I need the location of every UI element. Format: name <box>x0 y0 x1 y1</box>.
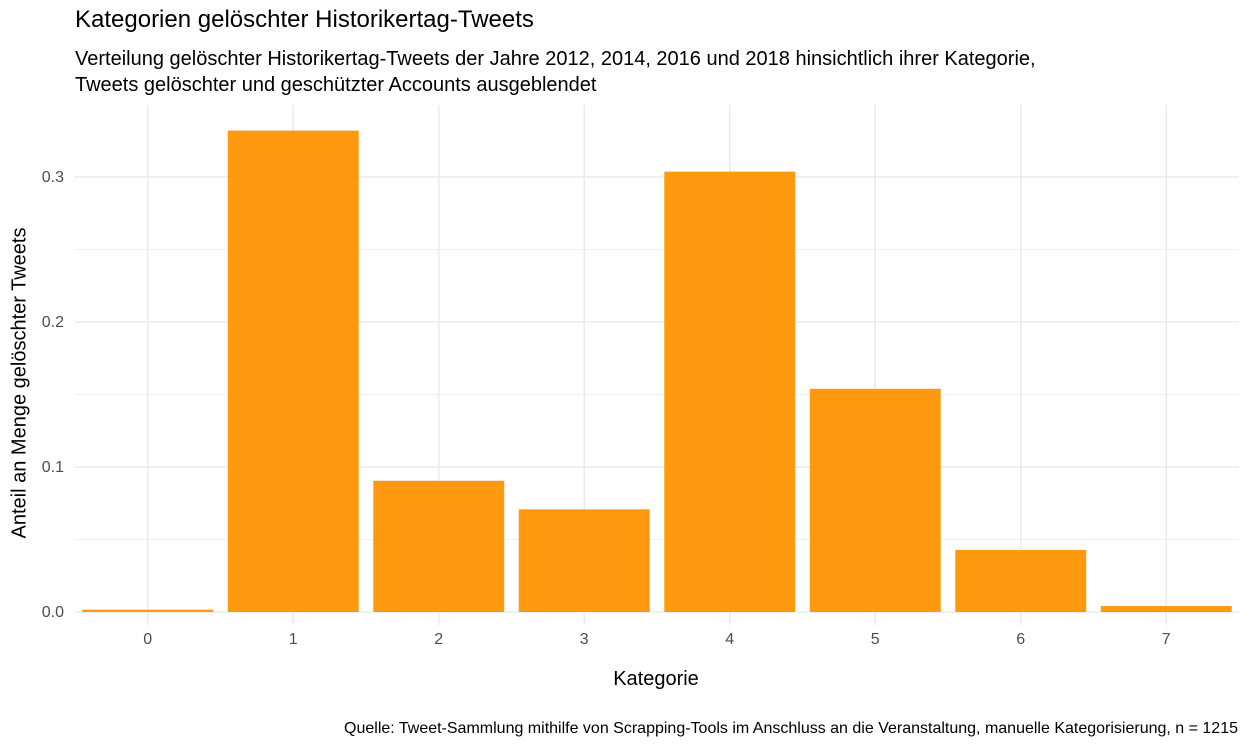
x-tick-label: 1 <box>289 631 298 648</box>
y-tick-label: 0.2 <box>42 314 64 331</box>
bar-category-4 <box>664 171 796 612</box>
subtitle-line-2: Tweets gelöschter und geschützter Accoun… <box>75 74 597 96</box>
bar-category-1 <box>227 130 359 612</box>
x-tick-label: 7 <box>1162 631 1171 648</box>
bar-category-7 <box>1100 606 1232 612</box>
bar-category-3 <box>518 509 650 612</box>
x-tick-label: 4 <box>725 631 734 648</box>
x-axis-label: Kategorie <box>613 668 699 690</box>
x-tick-label: 3 <box>580 631 589 648</box>
x-tick-label: 0 <box>143 631 152 648</box>
x-tick-label: 2 <box>434 631 443 648</box>
bar-category-0 <box>82 609 214 612</box>
x-tick-label: 6 <box>1016 631 1025 648</box>
y-tick-label: 0.3 <box>42 169 64 186</box>
bar-category-6 <box>955 549 1087 612</box>
chart-subtitle: Verteilung gelöschter Historikertag-Twee… <box>75 46 1036 98</box>
subtitle-line-1: Verteilung gelöschter Historikertag-Twee… <box>75 48 1036 70</box>
chart-title: Kategorien gelöschter Historikertag-Twee… <box>75 6 534 33</box>
chart-caption: Quelle: Tweet-Sammlung mithilfe von Scra… <box>344 720 1238 737</box>
bar-category-5 <box>809 388 941 612</box>
y-tick-label: 0.0 <box>42 604 64 621</box>
y-tick-label: 0.1 <box>42 459 64 476</box>
y-axis-label: Anteil an Menge gelöschter Tweets <box>8 227 31 539</box>
x-tick-label: 5 <box>871 631 880 648</box>
bar-category-2 <box>373 480 505 612</box>
